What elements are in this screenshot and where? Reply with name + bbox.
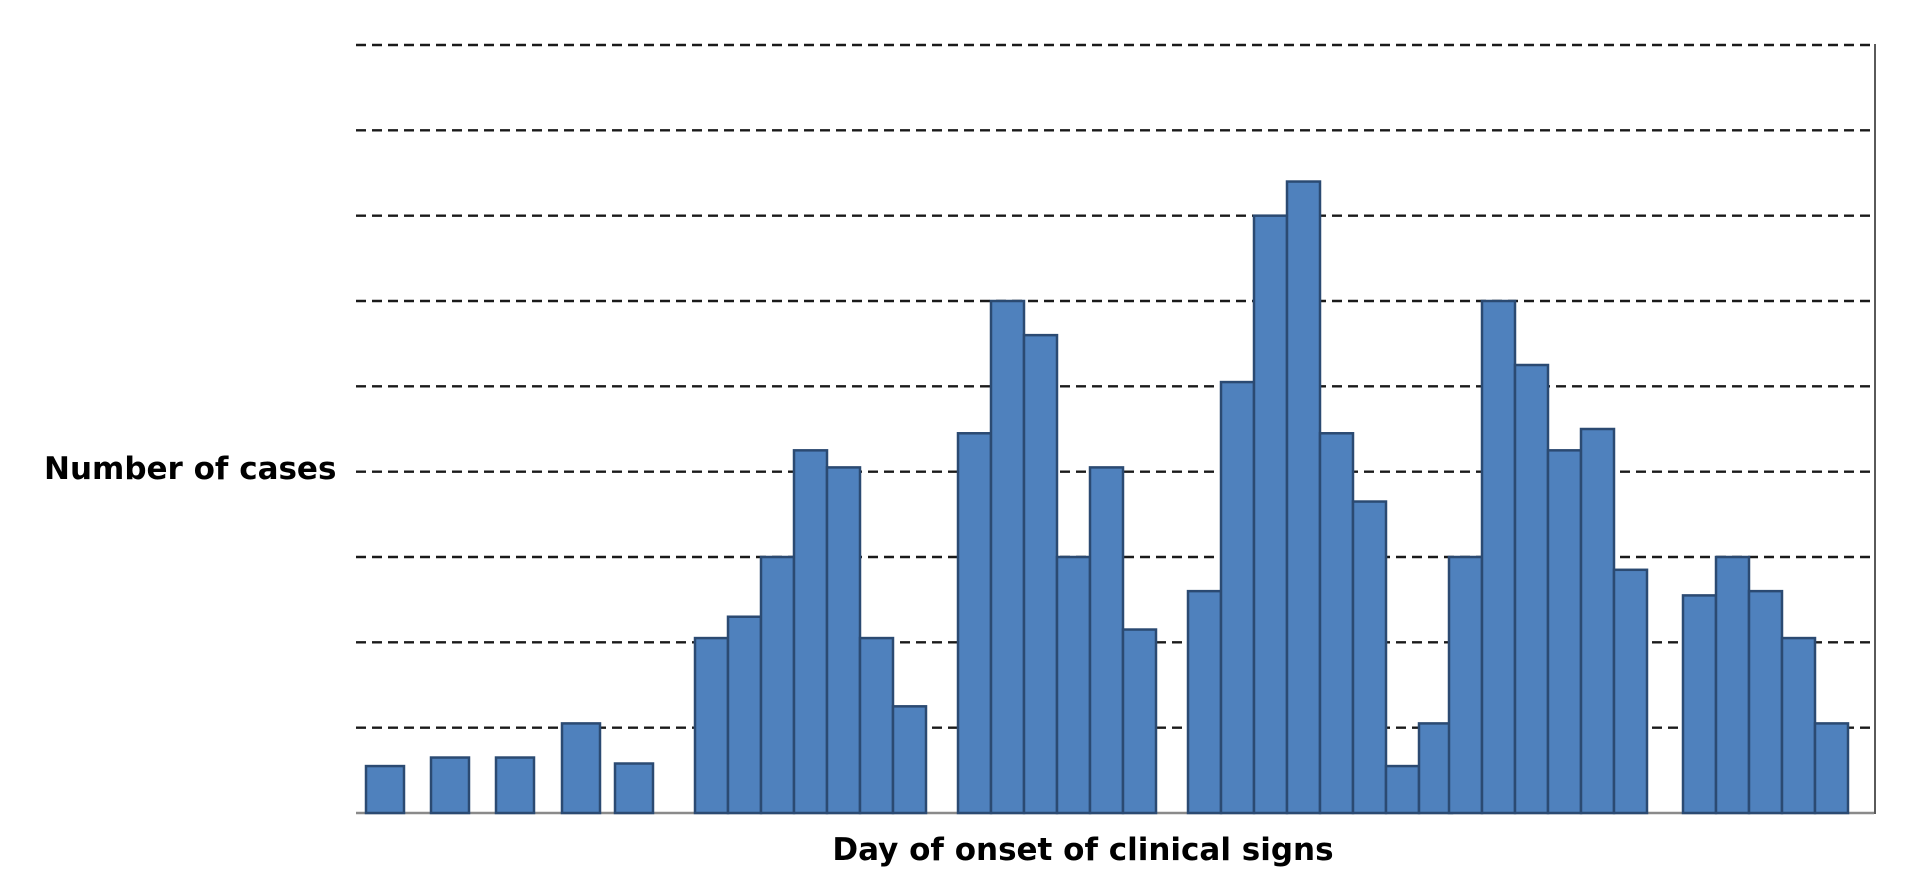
bar <box>429 756 471 815</box>
bar <box>1351 500 1388 815</box>
bar <box>956 432 993 815</box>
bar <box>364 764 406 815</box>
bar <box>792 449 829 815</box>
bar <box>1417 722 1454 815</box>
bar <box>1447 555 1484 815</box>
bar <box>1780 636 1817 815</box>
bar <box>1747 589 1784 815</box>
x-axis-title: Day of onset of clinical signs <box>832 832 1333 868</box>
bar <box>726 615 763 815</box>
bar <box>494 756 536 815</box>
bar <box>613 762 655 815</box>
bar <box>1480 299 1517 815</box>
bar <box>1579 427 1616 815</box>
bar <box>560 722 602 815</box>
bar <box>1252 214 1289 815</box>
bar <box>1384 764 1421 815</box>
bar <box>1513 363 1550 815</box>
bar <box>1121 628 1158 815</box>
bar <box>1714 555 1751 815</box>
y-axis-title: Number of cases <box>44 451 336 487</box>
bar <box>1318 432 1355 815</box>
bar <box>1813 722 1850 815</box>
bar <box>825 466 862 815</box>
bars <box>364 180 1850 815</box>
bar <box>1088 466 1125 815</box>
bar <box>1022 333 1059 815</box>
bar <box>1219 380 1256 815</box>
bar <box>759 555 796 815</box>
bar <box>891 705 928 815</box>
bar <box>1285 180 1322 815</box>
bar <box>1055 555 1092 815</box>
bar <box>1186 589 1223 815</box>
bar <box>1612 568 1649 815</box>
bar <box>858 636 895 815</box>
bar <box>1546 449 1583 815</box>
bar <box>1681 594 1718 815</box>
bar <box>989 299 1026 815</box>
bar <box>693 636 730 815</box>
